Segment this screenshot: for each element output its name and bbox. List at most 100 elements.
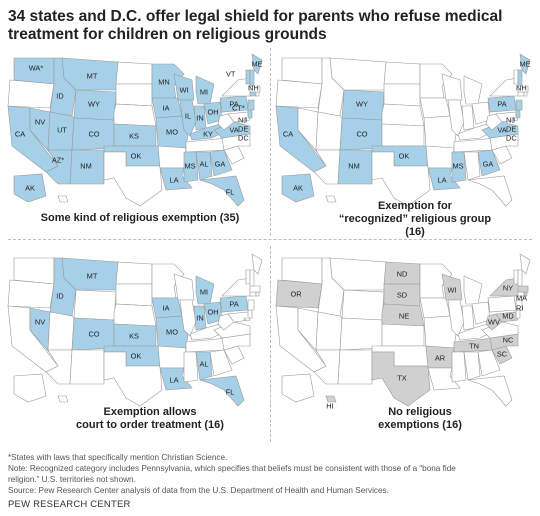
state-ut	[315, 111, 343, 151]
state-label-md: MD	[502, 312, 514, 321]
state-ri	[255, 91, 260, 97]
state-nj	[515, 99, 523, 111]
state-ak	[13, 173, 47, 203]
us-map-religious-exemption: WA* MT ID WY NV UT CA CO AZ* NM MN IA WI MI IL IN OH KS MO…	[7, 53, 263, 207]
state-vt	[245, 69, 251, 85]
state-ma	[517, 285, 529, 293]
state-ne	[113, 103, 157, 127]
chart-title: 34 states and D.C. offer legal shield fo…	[8, 8, 503, 43]
state-ne	[381, 103, 425, 127]
state-label-dc: DC	[238, 134, 249, 143]
state-il	[179, 299, 197, 337]
state-hi	[325, 195, 337, 203]
state-mt	[329, 257, 387, 291]
state-nh	[517, 69, 523, 87]
state-mo	[423, 315, 457, 349]
state-ia	[419, 97, 451, 119]
state-ak	[281, 373, 315, 403]
state-ms	[183, 351, 199, 383]
state-mi	[463, 275, 483, 305]
state-ut	[315, 311, 343, 351]
state-or	[275, 279, 323, 309]
state-wa	[281, 57, 323, 85]
state-label-ma: MA	[516, 294, 527, 303]
state-mo	[423, 115, 457, 149]
state-or	[275, 79, 323, 109]
state-label-nh: NH	[248, 84, 259, 93]
state-label-de: DE	[238, 125, 248, 134]
state-me	[519, 253, 531, 275]
state-label-la: LA	[169, 376, 178, 385]
state-la	[427, 167, 461, 191]
footnote-note-line-1: Note: Recognized category includes Penns…	[8, 464, 456, 473]
state-de	[247, 109, 253, 119]
state-de	[247, 309, 253, 319]
state-label-ct: CT*	[232, 104, 245, 113]
state-mt	[329, 57, 387, 91]
state-label-me: ME	[519, 60, 530, 69]
state-label-az: AZ*	[52, 156, 64, 165]
caption-recognized-group: Exemption for “recognized” religious gro…	[338, 200, 492, 238]
state-wv	[485, 113, 503, 131]
state-wa	[281, 257, 323, 285]
state-tx	[103, 151, 163, 207]
state-me	[251, 253, 263, 275]
state-vt	[245, 269, 251, 285]
state-label-mn: MN	[158, 78, 170, 87]
state-nj	[247, 299, 255, 311]
state-label-or: OR	[290, 290, 301, 299]
state-label-mo: MO	[166, 128, 178, 137]
footnote-note-line-2: religion.” U.S. territories not shown.	[8, 475, 136, 484]
state-nm	[337, 349, 373, 385]
state-fl	[467, 175, 513, 207]
state-wi	[441, 73, 463, 101]
state-hi	[57, 195, 69, 203]
state-label-ok: OK	[399, 152, 410, 161]
state-nj	[515, 299, 523, 311]
state-label-fl: FL	[226, 388, 235, 397]
state-al	[195, 351, 213, 381]
divider-vertical-top	[270, 48, 271, 236]
state-tx	[103, 351, 163, 407]
state-sd	[383, 83, 421, 107]
state-label-la: LA	[437, 176, 446, 185]
state-label-sc: SC	[497, 350, 508, 359]
state-de	[515, 109, 521, 119]
state-ut	[47, 311, 75, 351]
state-label-oh: OH	[207, 108, 218, 117]
state-ms	[183, 151, 199, 183]
state-nd	[115, 61, 153, 85]
state-label-ne: NE	[399, 312, 409, 321]
state-label-nc: NC	[503, 336, 514, 345]
state-nm	[69, 149, 105, 185]
state-nh	[517, 269, 523, 287]
state-ak	[281, 173, 315, 203]
state-wi	[173, 273, 195, 301]
state-al	[195, 151, 213, 181]
footnotes: *States with laws that specifically ment…	[8, 452, 532, 496]
state-label-co: CO	[356, 130, 367, 139]
state-label-hi: HI	[326, 402, 333, 411]
state-label-ga: GA	[483, 160, 494, 169]
state-label-ky: KY	[203, 130, 213, 139]
state-mi	[463, 75, 483, 105]
state-ms	[451, 351, 467, 383]
state-label-ms: MS	[452, 162, 463, 171]
state-label-ut: UT	[57, 126, 67, 135]
caption-religious-exemption: Some kind of religious exemption (35)	[40, 212, 240, 224]
state-wy	[73, 289, 117, 321]
state-label-id: ID	[56, 292, 63, 301]
state-vt	[513, 69, 519, 85]
state-label-in: IN	[196, 314, 203, 323]
state-ma	[517, 85, 529, 93]
state-label-mi: MI	[200, 88, 208, 97]
source-organization: PEW RESEARCH CENTER	[8, 499, 131, 510]
state-label-ri: RI	[516, 304, 523, 313]
state-label-nj: NJ	[238, 116, 247, 125]
state-ga	[477, 349, 501, 377]
state-in	[461, 105, 475, 131]
state-label-ny: NY	[503, 284, 513, 293]
map-panel-recognized-group: WY CA CO NM OK AK MS LA GA PA VA ME NH NJ DE DC	[274, 50, 532, 240]
footnote-source: Source: Pew Research Center analysis of …	[8, 486, 389, 495]
state-label-tx: TX	[397, 374, 407, 383]
